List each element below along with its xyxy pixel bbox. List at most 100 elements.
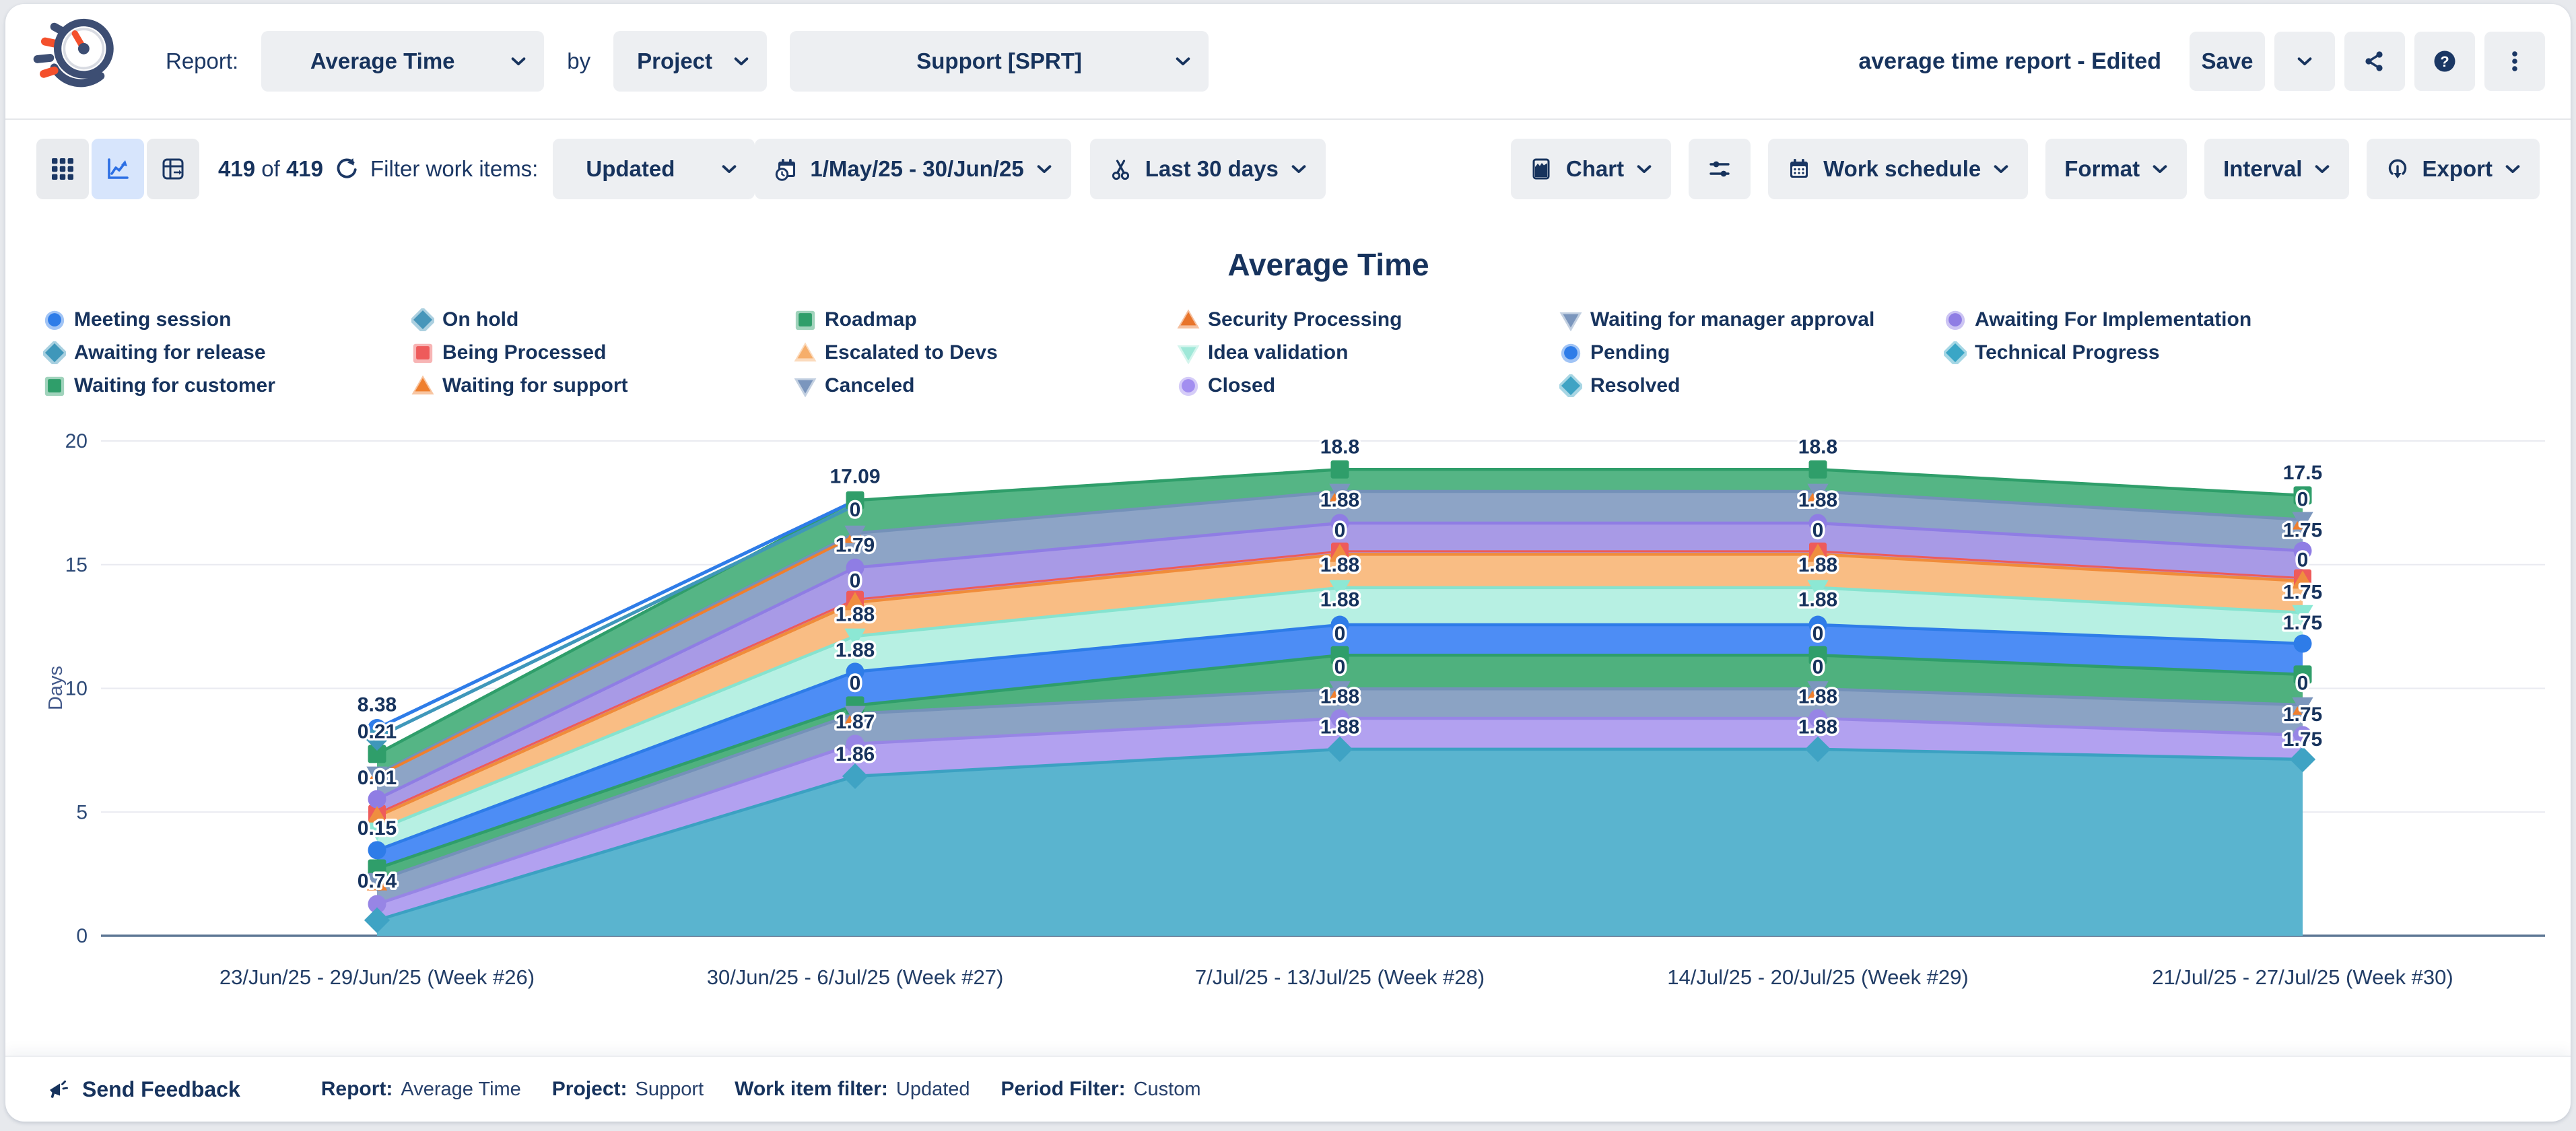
- square-marker-icon: [795, 310, 815, 330]
- report-type-value: Average Time: [310, 48, 455, 73]
- footer: Send Feedback Report: Average Time Proje…: [5, 1056, 2571, 1122]
- group-by-select[interactable]: Project: [613, 31, 768, 92]
- refresh-icon[interactable]: [334, 156, 360, 182]
- legend-label: Closed: [1208, 374, 1276, 397]
- footer-summary: Report: Average Time Project: Support Wo…: [321, 1078, 1201, 1101]
- legend-item-meeting-session[interactable]: Meeting session: [43, 303, 411, 336]
- legend-item-being-processed[interactable]: Being Processed: [411, 336, 794, 369]
- cloud-download-icon: [2389, 159, 2407, 178]
- triangle-down-marker-icon: [1559, 312, 1582, 331]
- toolbar: 419 of 419 Filter work items: Updated: [5, 139, 2571, 203]
- legend-label: Technical Progress: [1975, 341, 2160, 364]
- calendar-clock-icon: [776, 159, 796, 181]
- legend-item-pending[interactable]: Pending: [1559, 336, 1944, 369]
- chevron-down-icon: [1637, 164, 1652, 173]
- chevron-down-icon: [734, 57, 749, 66]
- triangle-marker-icon: [411, 375, 434, 395]
- chevron-down-icon: [511, 57, 526, 66]
- report-type-select[interactable]: Average Time: [261, 31, 545, 92]
- send-feedback-button[interactable]: Send Feedback: [47, 1077, 240, 1102]
- legend-label: Waiting for manager approval: [1590, 308, 1875, 331]
- work-schedule-button[interactable]: Work schedule: [1768, 139, 2029, 199]
- legend-label: Awaiting For Implementation: [1975, 308, 2252, 331]
- legend-item-waiting-for-support[interactable]: Waiting for support: [411, 369, 794, 402]
- legend-item-awaiting-for-release[interactable]: Awaiting for release: [43, 336, 411, 369]
- header-actions: average time report - Edited Save ?: [1858, 31, 2545, 92]
- sliders-icon: [1709, 161, 1730, 177]
- triangle-down-marker-icon: [1177, 345, 1200, 364]
- square-marker-icon: [44, 376, 65, 396]
- square-marker-icon: [413, 343, 433, 363]
- legend-label: Waiting for support: [442, 374, 628, 397]
- legend-item-technical-progress[interactable]: Technical Progress: [1944, 336, 2251, 369]
- footer-project: Project: Support: [551, 1078, 704, 1100]
- circle-marker-icon: [1561, 343, 1581, 363]
- legend-item-on-hold[interactable]: On hold: [411, 303, 794, 336]
- help-button[interactable]: ?: [2414, 32, 2475, 91]
- legend-item-idea-validation[interactable]: Idea validation: [1177, 336, 1559, 369]
- circle-marker-icon: [44, 310, 65, 330]
- grid-view-button[interactable]: [36, 139, 89, 199]
- pivot-view-icon: [162, 158, 184, 180]
- grid-view-icon: [52, 158, 73, 180]
- save-options-button[interactable]: [2274, 32, 2335, 91]
- interval-button[interactable]: Interval: [2204, 139, 2350, 199]
- legend-label: On hold: [442, 308, 519, 331]
- legend-label: Meeting session: [74, 308, 232, 331]
- report-label: Report:: [166, 48, 239, 73]
- more-menu-button[interactable]: [2484, 32, 2545, 91]
- footer-period-filter: Period Filter: Custom: [1001, 1078, 1201, 1100]
- legend-item-awaiting-for-implementation[interactable]: Awaiting For Implementation: [1944, 303, 2251, 336]
- chevron-down-icon: [722, 165, 737, 174]
- app-logo-icon: [33, 18, 114, 88]
- legend-item-security-processing[interactable]: Security Processing: [1177, 303, 1559, 336]
- export-button[interactable]: Export: [2367, 139, 2540, 199]
- scissors-icon: [1112, 160, 1129, 180]
- diamond-marker-icon: [1559, 374, 1582, 397]
- chart-view-button[interactable]: [92, 139, 144, 199]
- help-icon: ?: [2434, 50, 2455, 72]
- legend-label: Roadmap: [825, 308, 917, 331]
- format-label: Format: [2064, 156, 2140, 181]
- chevron-down-icon: [2297, 57, 2312, 65]
- date-range-button[interactable]: 1/May/25 - 30/Jun/25: [755, 139, 1071, 199]
- legend-label: Canceled: [825, 374, 915, 397]
- period-preset-button[interactable]: Last 30 days: [1089, 139, 1326, 199]
- triangle-down-marker-icon: [794, 378, 817, 397]
- legend-item-escalated-to-devs[interactable]: Escalated to Devs: [794, 336, 1177, 369]
- footer-report: Report: Average Time: [320, 1078, 521, 1100]
- legend-item-canceled[interactable]: Canceled: [794, 369, 1177, 402]
- legend-item-resolved[interactable]: Resolved: [1559, 369, 1944, 402]
- circle-marker-icon: [1178, 376, 1198, 396]
- send-feedback-label: Send Feedback: [82, 1076, 240, 1101]
- document-title: average time report - Edited: [1858, 48, 2161, 74]
- date-range-value: 1/May/25 - 30/Jun/25: [810, 156, 1024, 181]
- footer-work-item-filter: Work item filter: Updated: [735, 1078, 970, 1100]
- diamond-marker-icon: [43, 341, 66, 364]
- legend-item-waiting-for-manager-approval[interactable]: Waiting for manager approval: [1559, 303, 1944, 336]
- legend-item-roadmap[interactable]: Roadmap: [794, 303, 1177, 336]
- chevron-down-icon: [1176, 57, 1190, 66]
- filter-work-items-label: Filter work items:: [370, 156, 539, 181]
- share-button[interactable]: [2344, 32, 2405, 91]
- format-button[interactable]: Format: [2045, 139, 2188, 199]
- pivot-view-button[interactable]: [147, 139, 199, 199]
- chevron-down-icon: [2505, 164, 2520, 173]
- chart-view-icon: [108, 158, 129, 179]
- view-switcher: [36, 139, 199, 199]
- project-select[interactable]: Support [SPRT]: [790, 31, 1209, 92]
- filter-field-select[interactable]: Updated: [553, 139, 755, 199]
- legend-item-closed[interactable]: Closed: [1177, 369, 1559, 402]
- circle-marker-icon: [1945, 310, 1965, 330]
- export-label: Export: [2422, 156, 2493, 181]
- interval-label: Interval: [2223, 156, 2303, 181]
- chart-type-button[interactable]: Chart: [1510, 139, 1672, 199]
- chart-legend: Meeting session On hold Roadmap Security Pr…: [43, 303, 2251, 402]
- legend-item-waiting-for-customer[interactable]: Waiting for customer: [43, 369, 411, 402]
- save-button[interactable]: Save: [2190, 32, 2265, 91]
- app-header: Report: Average Time by Project Support …: [5, 4, 2571, 120]
- legend-label: Security Processing: [1208, 308, 1402, 331]
- chart-settings-button[interactable]: [1689, 139, 1751, 199]
- chart-title: Average Time: [1227, 247, 1429, 282]
- report-controls: Report: Average Time by Project Support …: [166, 31, 1209, 92]
